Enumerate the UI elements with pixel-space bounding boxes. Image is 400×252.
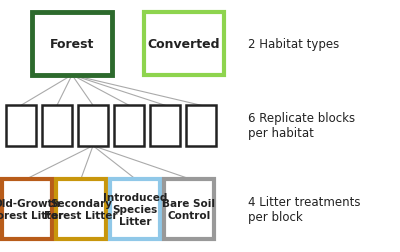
Text: Converted: Converted <box>148 38 220 51</box>
Text: Forest: Forest <box>50 38 94 51</box>
Text: 6 Replicate blocks
per habitat: 6 Replicate blocks per habitat <box>248 112 355 140</box>
FancyBboxPatch shape <box>186 106 216 146</box>
FancyBboxPatch shape <box>114 106 144 146</box>
FancyBboxPatch shape <box>144 13 224 76</box>
FancyBboxPatch shape <box>78 106 108 146</box>
FancyBboxPatch shape <box>6 106 36 146</box>
FancyBboxPatch shape <box>42 106 72 146</box>
Text: Bare Soil
Control: Bare Soil Control <box>162 198 216 220</box>
Text: 4 Litter treatments
per block: 4 Litter treatments per block <box>248 195 360 223</box>
FancyBboxPatch shape <box>56 179 106 239</box>
Text: Old-Growth
Forest Litter: Old-Growth Forest Litter <box>0 198 64 220</box>
FancyBboxPatch shape <box>2 179 52 239</box>
FancyBboxPatch shape <box>32 13 112 76</box>
FancyBboxPatch shape <box>150 106 180 146</box>
FancyBboxPatch shape <box>110 179 160 239</box>
FancyBboxPatch shape <box>164 179 214 239</box>
Text: Introduced
Species
Litter: Introduced Species Litter <box>103 192 167 227</box>
Text: Secondary
Forest Litter: Secondary Forest Litter <box>44 198 118 220</box>
Text: 2 Habitat types: 2 Habitat types <box>248 38 339 51</box>
